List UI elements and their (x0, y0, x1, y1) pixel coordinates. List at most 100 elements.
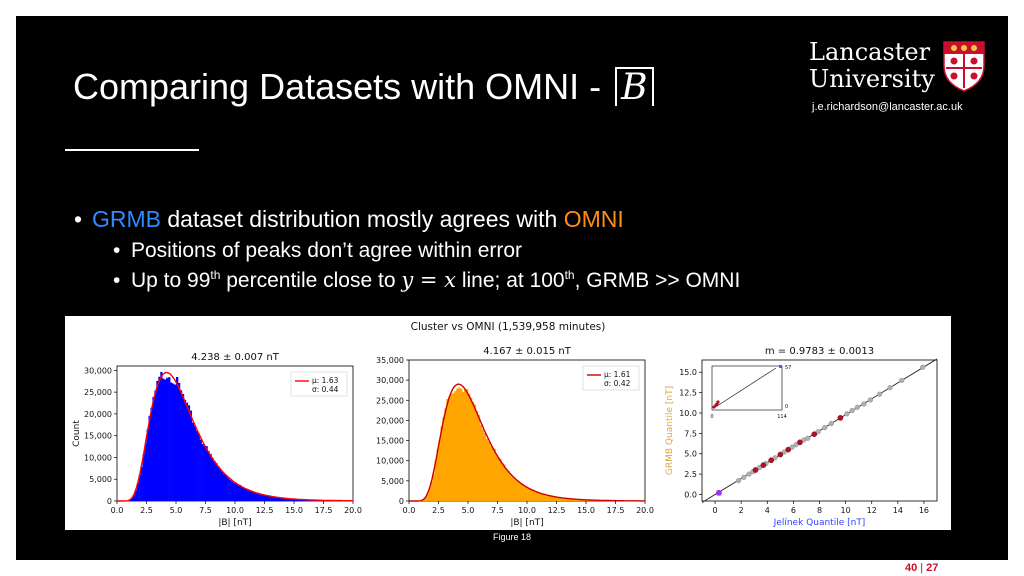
y-tick-label: 15,000 (376, 437, 404, 446)
quantile-point (828, 420, 834, 427)
histogram-bar (132, 495, 135, 501)
histogram-bar (197, 433, 200, 501)
histogram-bar (158, 376, 161, 501)
histogram-bar (574, 499, 577, 501)
histogram-bar (164, 379, 167, 501)
y-tick-label: 10,000 (84, 453, 112, 462)
percentile-point (760, 462, 767, 468)
histogram-bar (562, 497, 565, 501)
y-axis-label: GRMB Quantile [nT] (665, 386, 675, 475)
histogram-bar (525, 486, 528, 501)
y-tick-label: 5,000 (381, 477, 404, 486)
histogram-bar (185, 402, 189, 501)
histogram-bar (576, 499, 579, 501)
quantile-point (772, 455, 778, 461)
histogram-bar (246, 489, 250, 501)
inset-point (712, 405, 716, 409)
histogram-bar (294, 499, 297, 501)
histogram-bar (550, 496, 553, 501)
histogram-bar (454, 391, 457, 501)
histogram-bar (148, 415, 151, 501)
histogram-bar (236, 484, 240, 501)
quantile-point (899, 377, 905, 383)
x-tick-label: 0.0 (111, 506, 124, 515)
histogram-bar (438, 439, 441, 501)
title-underline (65, 149, 199, 151)
university-logo: Lancaster University (809, 38, 989, 98)
chart-title: 4.167 ± 0.015 nT (483, 346, 572, 357)
legend-box (582, 365, 640, 391)
histogram-bar (450, 394, 453, 501)
y-tick-label: 35,000 (376, 356, 404, 365)
slide-title: Comparing Datasets with OMNI - B (73, 66, 654, 108)
title-math-box: B (615, 67, 654, 106)
histogram-bar (519, 483, 522, 501)
y-tick-label: 25,000 (84, 388, 112, 397)
histogram-bar (221, 471, 224, 501)
histogram-bar (177, 382, 181, 501)
quantile-point (746, 471, 752, 477)
title-text: Comparing Datasets with OMNI - (73, 66, 612, 107)
histogram-bar (156, 380, 159, 501)
x-tick-label: 8 (817, 506, 822, 515)
histogram-bar (538, 493, 542, 501)
histogram-bar (254, 492, 257, 501)
bullet-3-text-a: Up to 99 (131, 269, 211, 292)
histogram-bar (578, 499, 581, 501)
histogram-bar (199, 439, 202, 501)
histogram-bar (138, 475, 141, 501)
histogram-bar (536, 492, 540, 501)
x-tick-label: 7.5 (199, 506, 212, 515)
bullet-1-text: dataset distribution mostly agrees with (161, 206, 564, 232)
histogram-bar (479, 424, 483, 501)
histogram-grmb: 4.167 ± 0.015 nT 0.0 2.5 5.0 7.5 10.0 12.5 15.0… (376, 346, 654, 528)
bullet-list: • GRMB dataset distribution mostly agrees… (74, 206, 740, 298)
x-tick-label: 12.5 (548, 506, 566, 515)
percentile-point (777, 451, 784, 458)
histogram-bar (268, 495, 271, 501)
histogram-bar (507, 470, 510, 501)
x-tick-label: 2 (739, 506, 744, 515)
histogram-bar (523, 485, 526, 501)
inset-fit-line (713, 367, 777, 409)
histogram-bar (274, 496, 277, 501)
figure-caption: Figure 18 (492, 532, 532, 542)
percentile-point (785, 446, 791, 453)
histogram-bar (485, 438, 488, 501)
histogram-bar (244, 488, 248, 501)
histogram-bar (252, 492, 255, 501)
histogram-bar (422, 499, 426, 501)
y-tick-label: 10,000 (376, 457, 404, 466)
histogram-bar (201, 444, 204, 501)
quantile-point (789, 444, 795, 450)
inset-y-tick-label: 57 (785, 365, 791, 371)
histogram-bar (235, 482, 238, 501)
x-tick-label: 6 (791, 506, 796, 515)
bullet-1: • GRMB dataset distribution mostly agrees… (74, 206, 740, 233)
quantile-point (756, 464, 763, 471)
histogram-bar (426, 493, 429, 501)
histogram-bar (280, 497, 283, 501)
x-tick-label: 17.5 (315, 506, 333, 515)
histogram-bar (264, 495, 267, 501)
y-tick-label: 5,000 (89, 475, 112, 484)
histogram-bar (560, 497, 563, 501)
y-tick-label: 5.0 (684, 450, 697, 459)
x-axis-label: |B| [nT] (218, 518, 251, 528)
histogram-bar (150, 407, 153, 501)
histogram-bar (168, 377, 171, 501)
inset-y-tick-label: 0 (785, 404, 788, 410)
grmb-label: GRMB (92, 206, 161, 232)
histogram-bar (532, 490, 536, 501)
histogram-bar (233, 482, 236, 501)
histogram-bar (580, 499, 583, 501)
y-tick-label: 15.0 (679, 368, 697, 377)
histogram-bar (501, 462, 504, 501)
fit-curve (117, 371, 354, 502)
histogram-bar (144, 443, 147, 501)
histogram-bar (505, 468, 508, 501)
histogram-bar (152, 396, 155, 501)
histogram-bar (248, 490, 252, 501)
x-tick-label: 14 (893, 506, 903, 515)
y-tick-label: 15,000 (84, 432, 112, 441)
